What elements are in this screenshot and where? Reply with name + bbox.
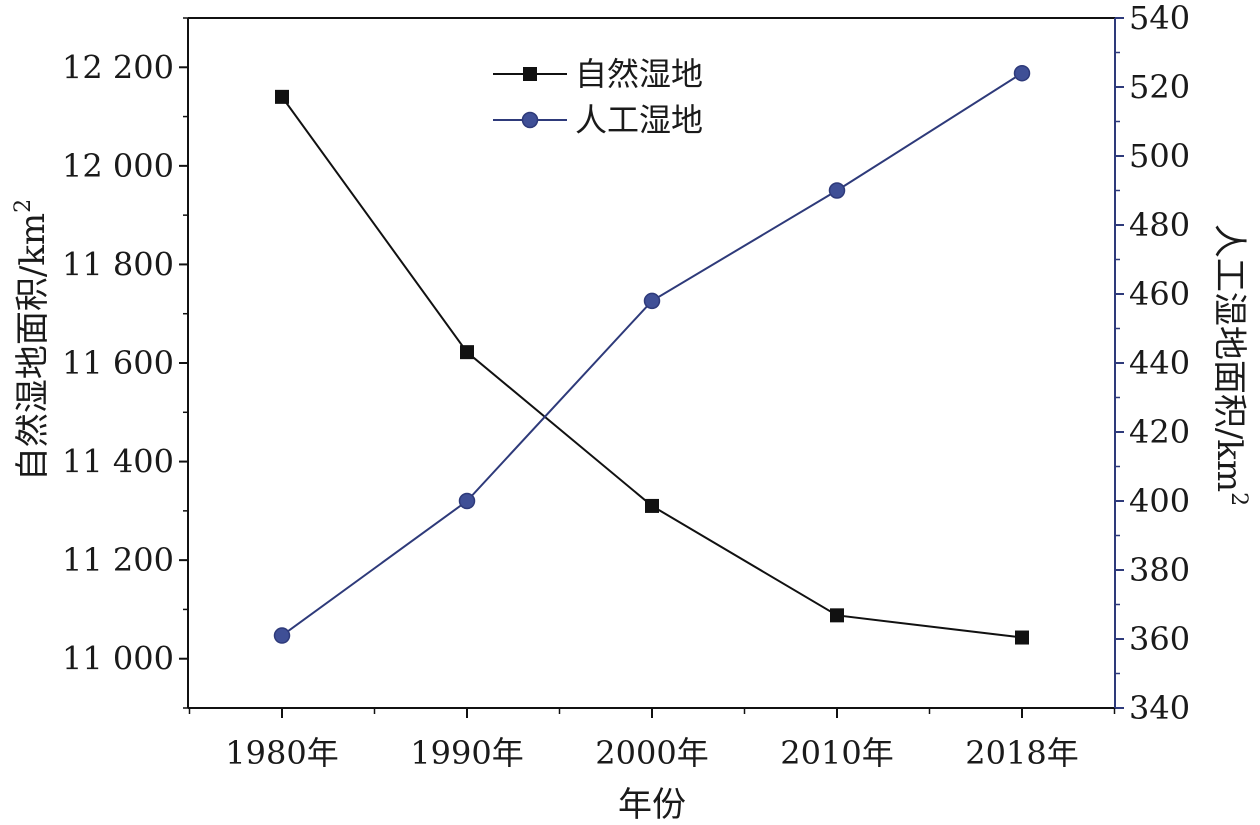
y-right-tick-label: 540 [1129,0,1190,37]
series-layer [273,64,1031,645]
legend-marker-circle [521,111,539,129]
y-left-axis-title-sup: 2 [11,199,36,213]
x-tick-label: 2000年 [595,734,708,772]
y-right-tick-label: 360 [1129,620,1190,658]
legend-marker-square [523,67,537,81]
data-point-circle [828,182,846,199]
x-tick-label: 1980年 [225,734,338,772]
data-point-square [645,498,659,513]
y-left-tick-label: 11 400 [62,443,174,481]
y-left-tick-label: 12 000 [62,147,174,185]
data-point-square [830,608,844,623]
y-right-tick-label: 460 [1129,275,1190,313]
axes: 11 000 11 200 11 400 11 600 11 800 12 000 12 2… [62,0,1190,772]
legend-label: 自然湿地 [575,55,703,93]
y-left-axis-title: 自然湿地面积/km2 [11,199,53,481]
series-line-circle [281,72,1023,637]
y-right-tick-label: 520 [1129,68,1190,106]
legend-label: 人工湿地 [575,101,703,139]
data-point-square [1015,630,1029,645]
svg-text:自然湿地面积/km2: 自然湿地面积/km2 [11,199,53,481]
x-axis-title: 年份 [618,785,686,825]
x-tick-label: 1990年 [410,734,523,772]
y-right-axis-title-text: 人工湿地面积/km [1209,224,1249,492]
series-line-square [281,96,1023,639]
y-left-tick-label: 11 000 [62,640,174,678]
y-left-tick-label: 11 600 [62,344,174,382]
svg-text:人工湿地面积/km2: 人工湿地面积/km2 [1209,224,1251,506]
data-point-square [275,89,289,104]
y-right-tick-label: 340 [1129,689,1190,727]
y-right-axis-title-sup: 2 [1226,492,1251,506]
y-left-axis-title-text: 自然湿地面积/km [13,213,53,481]
y-left-tick-label: 12 200 [62,48,174,86]
y-right-tick-label: 500 [1129,137,1190,175]
y-right-tick-label: 440 [1129,344,1190,382]
y-right-tick-label: 380 [1129,551,1190,589]
data-point-circle [1013,64,1031,82]
x-tick-label: 2010年 [780,734,893,772]
x-tick-label: 2018年 [965,734,1078,772]
y-right-tick-label: 400 [1129,482,1190,520]
y-left-tick-label: 11 200 [62,541,174,579]
data-point-circle [643,292,661,310]
y-right-tick-label: 480 [1129,206,1190,244]
data-point-square [460,345,474,360]
y-right-axis-title: 人工湿地面积/km2 [1209,224,1251,506]
data-point-circle [273,627,291,644]
y-right-tick-label: 420 [1129,413,1190,451]
data-point-circle [458,492,476,510]
y-left-tick-label: 11 800 [62,245,174,283]
